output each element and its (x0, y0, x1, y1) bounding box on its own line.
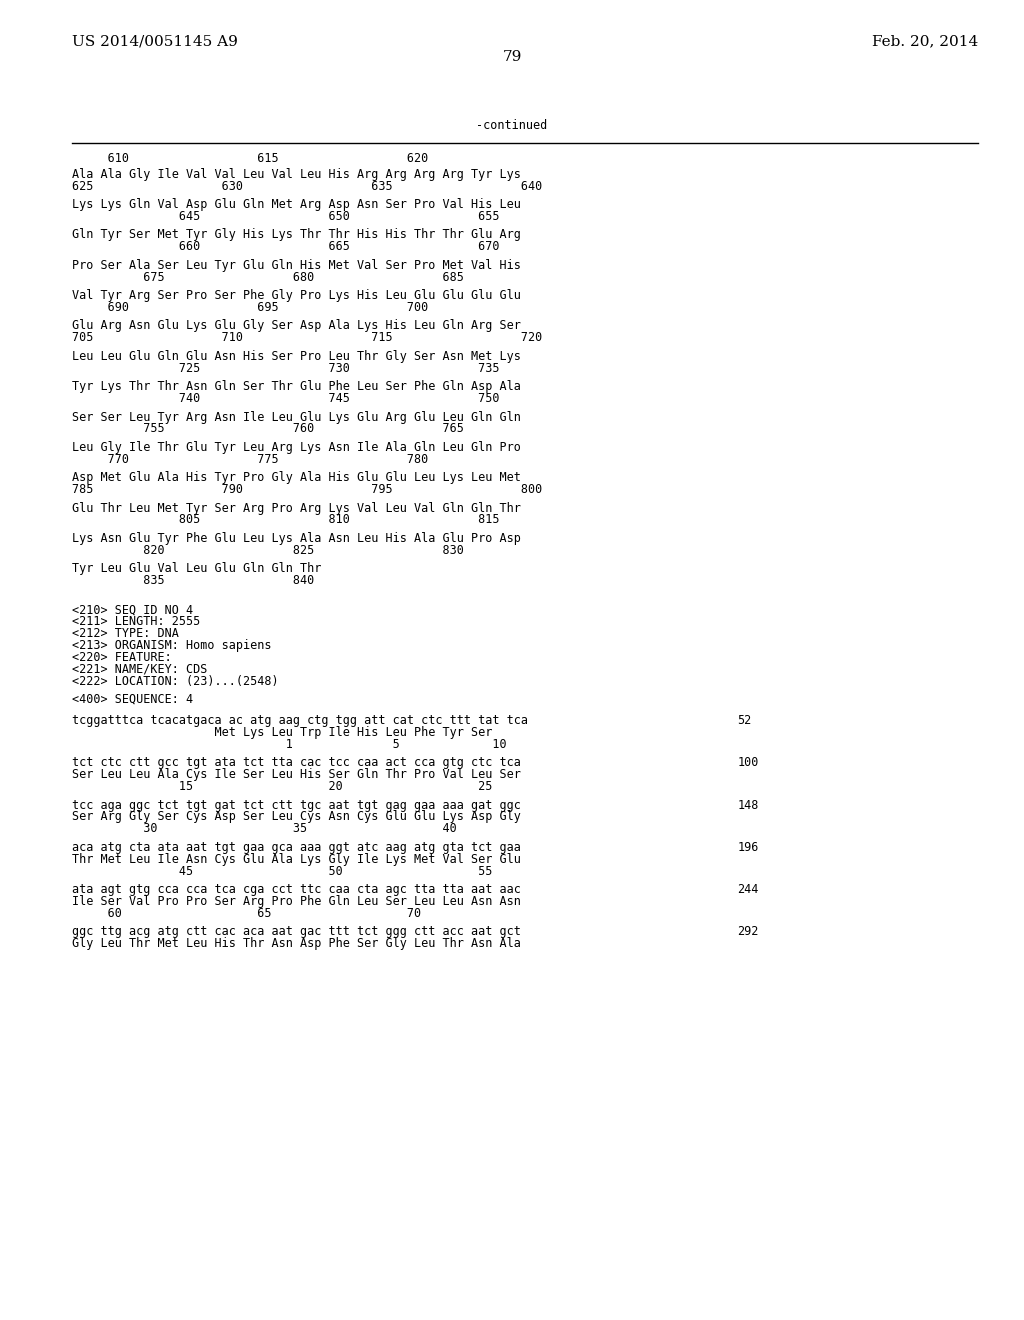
Text: 625                  630                  635                  640: 625 630 635 640 (72, 180, 542, 193)
Text: 244: 244 (737, 883, 759, 896)
Text: Leu Leu Glu Gln Glu Asn His Ser Pro Leu Thr Gly Ser Asn Met Lys: Leu Leu Glu Gln Glu Asn His Ser Pro Leu … (72, 350, 520, 363)
Text: tcggatttca tcacatgaca ac atg aag ctg tgg att cat ctc ttt tat tca: tcggatttca tcacatgaca ac atg aag ctg tgg… (72, 714, 527, 727)
Text: Ser Ser Leu Tyr Arg Asn Ile Leu Glu Lys Glu Arg Glu Leu Gln Gln: Ser Ser Leu Tyr Arg Asn Ile Leu Glu Lys … (72, 411, 520, 424)
Text: 100: 100 (737, 756, 759, 770)
Text: 60                   65                   70: 60 65 70 (72, 907, 421, 920)
Text: <220> FEATURE:: <220> FEATURE: (72, 651, 171, 664)
Text: 1              5             10: 1 5 10 (72, 738, 506, 751)
Text: 660                  665                  670: 660 665 670 (72, 240, 499, 253)
Text: Thr Met Leu Ile Asn Cys Glu Ala Lys Gly Ile Lys Met Val Ser Glu: Thr Met Leu Ile Asn Cys Glu Ala Lys Gly … (72, 853, 520, 866)
Text: Glu Arg Asn Glu Lys Glu Gly Ser Asp Ala Lys His Leu Gln Arg Ser: Glu Arg Asn Glu Lys Glu Gly Ser Asp Ala … (72, 319, 520, 333)
Text: <222> LOCATION: (23)...(2548): <222> LOCATION: (23)...(2548) (72, 675, 279, 688)
Text: Asp Met Glu Ala His Tyr Pro Gly Ala His Glu Glu Leu Lys Leu Met: Asp Met Glu Ala His Tyr Pro Gly Ala His … (72, 471, 520, 484)
Text: Tyr Leu Glu Val Leu Glu Gln Gln Thr: Tyr Leu Glu Val Leu Glu Gln Gln Thr (72, 562, 322, 576)
Text: Leu Gly Ile Thr Glu Tyr Leu Arg Lys Asn Ile Ala Gln Leu Gln Pro: Leu Gly Ile Thr Glu Tyr Leu Arg Lys Asn … (72, 441, 520, 454)
Text: <221> NAME/KEY: CDS: <221> NAME/KEY: CDS (72, 663, 207, 676)
Text: <213> ORGANISM: Homo sapiens: <213> ORGANISM: Homo sapiens (72, 639, 271, 652)
Text: 755                  760                  765: 755 760 765 (72, 422, 464, 436)
Text: Ser Leu Leu Ala Cys Ile Ser Leu His Ser Gln Thr Pro Val Leu Ser: Ser Leu Leu Ala Cys Ile Ser Leu His Ser … (72, 768, 520, 781)
Text: Pro Ser Ala Ser Leu Tyr Glu Gln His Met Val Ser Pro Met Val His: Pro Ser Ala Ser Leu Tyr Glu Gln His Met … (72, 259, 520, 272)
Text: ggc ttg acg atg ctt cac aca aat gac ttt tct ggg ctt acc aat gct: ggc ttg acg atg ctt cac aca aat gac ttt … (72, 925, 520, 939)
Text: 675                  680                  685: 675 680 685 (72, 271, 464, 284)
Text: 770                  775                  780: 770 775 780 (72, 453, 428, 466)
Text: Ile Ser Val Pro Pro Ser Arg Pro Phe Gln Leu Ser Leu Leu Asn Asn: Ile Ser Val Pro Pro Ser Arg Pro Phe Gln … (72, 895, 520, 908)
Text: <400> SEQUENCE: 4: <400> SEQUENCE: 4 (72, 693, 193, 706)
Text: Val Tyr Arg Ser Pro Ser Phe Gly Pro Lys His Leu Glu Glu Glu Glu: Val Tyr Arg Ser Pro Ser Phe Gly Pro Lys … (72, 289, 520, 302)
Text: 820                  825                  830: 820 825 830 (72, 544, 464, 557)
Text: 292: 292 (737, 925, 759, 939)
Text: Lys Lys Gln Val Asp Glu Gln Met Arg Asp Asn Ser Pro Val His Leu: Lys Lys Gln Val Asp Glu Gln Met Arg Asp … (72, 198, 520, 211)
Text: 52: 52 (737, 714, 752, 727)
Text: Met Lys Leu Trp Ile His Leu Phe Tyr Ser: Met Lys Leu Trp Ile His Leu Phe Tyr Ser (72, 726, 493, 739)
Text: <210> SEQ ID NO 4: <210> SEQ ID NO 4 (72, 603, 193, 616)
Text: US 2014/0051145 A9: US 2014/0051145 A9 (72, 34, 238, 49)
Text: 645                  650                  655: 645 650 655 (72, 210, 499, 223)
Text: 740                  745                  750: 740 745 750 (72, 392, 499, 405)
Text: tct ctc ctt gcc tgt ata tct tta cac tcc caa act cca gtg ctc tca: tct ctc ctt gcc tgt ata tct tta cac tcc … (72, 756, 520, 770)
Text: -continued: -continued (476, 119, 548, 132)
Text: Feb. 20, 2014: Feb. 20, 2014 (871, 34, 978, 49)
Text: <211> LENGTH: 2555: <211> LENGTH: 2555 (72, 615, 200, 628)
Text: 45                   50                   55: 45 50 55 (72, 865, 493, 878)
Text: 835                  840: 835 840 (72, 574, 314, 587)
Text: aca atg cta ata aat tgt gaa gca aaa ggt atc aag atg gta tct gaa: aca atg cta ata aat tgt gaa gca aaa ggt … (72, 841, 520, 854)
Text: Ala Ala Gly Ile Val Val Leu Val Leu His Arg Arg Arg Arg Tyr Lys: Ala Ala Gly Ile Val Val Leu Val Leu His … (72, 168, 520, 181)
Text: 79: 79 (503, 50, 521, 65)
Text: 30                   35                   40: 30 35 40 (72, 822, 457, 836)
Text: 725                  730                  735: 725 730 735 (72, 362, 499, 375)
Text: Ser Arg Gly Ser Cys Asp Ser Leu Cys Asn Cys Glu Glu Lys Asp Gly: Ser Arg Gly Ser Cys Asp Ser Leu Cys Asn … (72, 810, 520, 824)
Text: 196: 196 (737, 841, 759, 854)
Text: 785                  790                  795                  800: 785 790 795 800 (72, 483, 542, 496)
Text: 690                  695                  700: 690 695 700 (72, 301, 428, 314)
Text: tcc aga ggc tct tgt gat tct ctt tgc aat tgt gag gaa aaa gat ggc: tcc aga ggc tct tgt gat tct ctt tgc aat … (72, 799, 520, 812)
Text: <212> TYPE: DNA: <212> TYPE: DNA (72, 627, 178, 640)
Text: Gly Leu Thr Met Leu His Thr Asn Asp Phe Ser Gly Leu Thr Asn Ala: Gly Leu Thr Met Leu His Thr Asn Asp Phe … (72, 937, 520, 950)
Text: 148: 148 (737, 799, 759, 812)
Text: Gln Tyr Ser Met Tyr Gly His Lys Thr Thr His His Thr Thr Glu Arg: Gln Tyr Ser Met Tyr Gly His Lys Thr Thr … (72, 228, 520, 242)
Text: Lys Asn Glu Tyr Phe Glu Leu Lys Ala Asn Leu His Ala Glu Pro Asp: Lys Asn Glu Tyr Phe Glu Leu Lys Ala Asn … (72, 532, 520, 545)
Text: Glu Thr Leu Met Tyr Ser Arg Pro Arg Lys Val Leu Val Gln Gln Thr: Glu Thr Leu Met Tyr Ser Arg Pro Arg Lys … (72, 502, 520, 515)
Text: ata agt gtg cca cca tca cga cct ttc caa cta agc tta tta aat aac: ata agt gtg cca cca tca cga cct ttc caa … (72, 883, 520, 896)
Text: 15                   20                   25: 15 20 25 (72, 780, 493, 793)
Text: 705                  710                  715                  720: 705 710 715 720 (72, 331, 542, 345)
Text: 805                  810                  815: 805 810 815 (72, 513, 499, 527)
Text: 610                  615                  620: 610 615 620 (72, 152, 428, 165)
Text: Tyr Lys Thr Thr Asn Gln Ser Thr Glu Phe Leu Ser Phe Gln Asp Ala: Tyr Lys Thr Thr Asn Gln Ser Thr Glu Phe … (72, 380, 520, 393)
